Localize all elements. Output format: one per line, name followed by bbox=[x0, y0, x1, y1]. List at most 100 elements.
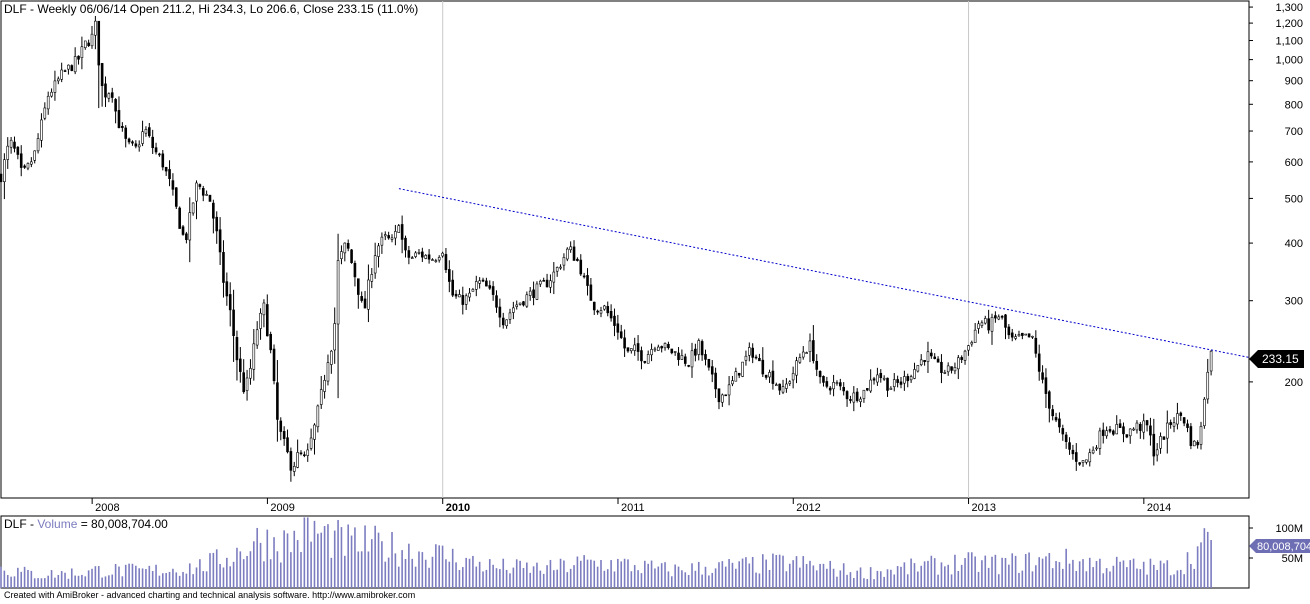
volume-bar bbox=[984, 555, 987, 588]
candle-body bbox=[448, 269, 451, 282]
volume-bar bbox=[630, 571, 633, 588]
volume-bar bbox=[1055, 561, 1057, 588]
volume-bar bbox=[249, 551, 252, 588]
volume-bar bbox=[114, 564, 117, 588]
volume-bar bbox=[226, 557, 228, 588]
volume-bar bbox=[812, 565, 815, 588]
volume-bar bbox=[202, 571, 205, 588]
candle-body bbox=[758, 357, 761, 362]
candle-body bbox=[1074, 452, 1078, 462]
candle-body bbox=[1010, 332, 1014, 338]
candle-body bbox=[330, 350, 333, 365]
volume-bar bbox=[168, 571, 171, 588]
volume-pane[interactable] bbox=[0, 515, 1250, 589]
candle-body bbox=[633, 344, 637, 351]
candle-body bbox=[212, 202, 215, 219]
volume-bar bbox=[644, 560, 646, 588]
candle-body bbox=[542, 280, 545, 282]
y-tick-label: 1,100 bbox=[1275, 36, 1303, 48]
volume-bar bbox=[155, 564, 157, 588]
candle-body bbox=[535, 283, 539, 300]
volume-bar bbox=[1072, 559, 1074, 588]
candle-body bbox=[1162, 436, 1166, 440]
candle-body bbox=[525, 294, 529, 307]
candle-body bbox=[913, 369, 916, 379]
candle-body bbox=[724, 394, 728, 397]
candle-body bbox=[225, 281, 229, 297]
volume-bar bbox=[593, 560, 596, 588]
candle-body bbox=[774, 384, 778, 387]
candle-body bbox=[340, 251, 343, 259]
volume-bar bbox=[333, 530, 336, 588]
candle-body bbox=[690, 350, 694, 368]
candle-body bbox=[970, 342, 974, 345]
volume-bar bbox=[215, 549, 218, 588]
volume-bar bbox=[603, 570, 606, 588]
candle-body bbox=[498, 306, 502, 318]
candle-body bbox=[424, 255, 428, 259]
volume-bar bbox=[401, 550, 403, 588]
candle-body bbox=[589, 284, 593, 301]
volume-bar bbox=[974, 556, 976, 588]
volume-bar bbox=[279, 562, 282, 588]
candle-body bbox=[899, 381, 903, 385]
volume-bar bbox=[293, 530, 296, 588]
candle-body bbox=[1000, 316, 1004, 318]
volume-bar bbox=[738, 561, 741, 588]
candle-body bbox=[1149, 425, 1152, 436]
volume-bar bbox=[101, 577, 103, 588]
volume-bar bbox=[1102, 573, 1105, 588]
volume-bar bbox=[640, 573, 643, 588]
volume-bar bbox=[212, 552, 215, 588]
candle-body bbox=[960, 357, 963, 360]
volume-bar bbox=[394, 553, 397, 588]
candle-body bbox=[491, 286, 495, 295]
candle-body bbox=[1182, 417, 1186, 424]
candle-body bbox=[687, 365, 690, 367]
volume-bar bbox=[660, 563, 663, 588]
volume-bar bbox=[940, 562, 943, 588]
candle-body bbox=[360, 296, 363, 301]
volume-bar bbox=[148, 565, 151, 588]
candle-body bbox=[832, 382, 835, 390]
volume-y-tick-label: 100M bbox=[1275, 523, 1303, 535]
candle-body bbox=[930, 352, 933, 357]
candle-body bbox=[94, 20, 97, 36]
candle-body bbox=[471, 289, 475, 292]
volume-bar bbox=[347, 524, 349, 588]
candle-body bbox=[73, 56, 77, 73]
volume-bar bbox=[350, 535, 353, 588]
candle-body bbox=[528, 290, 532, 296]
candle-body bbox=[36, 138, 40, 152]
volume-bar bbox=[448, 561, 451, 588]
volume-bar bbox=[104, 576, 107, 588]
volume-bar bbox=[472, 555, 474, 588]
volume-bar bbox=[188, 563, 191, 588]
candle-body bbox=[404, 237, 407, 251]
candle-body bbox=[296, 452, 299, 468]
candle-body bbox=[464, 295, 468, 305]
candle-body bbox=[1031, 335, 1034, 338]
volume-bar bbox=[135, 565, 137, 588]
price-pane[interactable] bbox=[0, 0, 1250, 499]
candle-body bbox=[1027, 333, 1031, 338]
candle-body bbox=[748, 347, 751, 356]
candle-body bbox=[1014, 336, 1017, 339]
volume-bar bbox=[397, 566, 400, 588]
candle-body bbox=[1128, 428, 1132, 437]
volume-bar bbox=[303, 517, 306, 588]
candle-body bbox=[367, 279, 370, 310]
volume-bar bbox=[1001, 557, 1003, 588]
volume-bar bbox=[556, 569, 558, 588]
volume-bar bbox=[711, 572, 714, 588]
volume-bar bbox=[70, 568, 73, 588]
candle-body bbox=[1209, 350, 1213, 372]
y-tick-label: 300 bbox=[1285, 296, 1303, 308]
volume-bar bbox=[1190, 563, 1192, 588]
volume-bar bbox=[381, 541, 383, 588]
candle-body bbox=[808, 340, 812, 352]
candle-body bbox=[134, 143, 138, 147]
volume-bar bbox=[1058, 562, 1061, 588]
volume-bar bbox=[519, 560, 521, 588]
